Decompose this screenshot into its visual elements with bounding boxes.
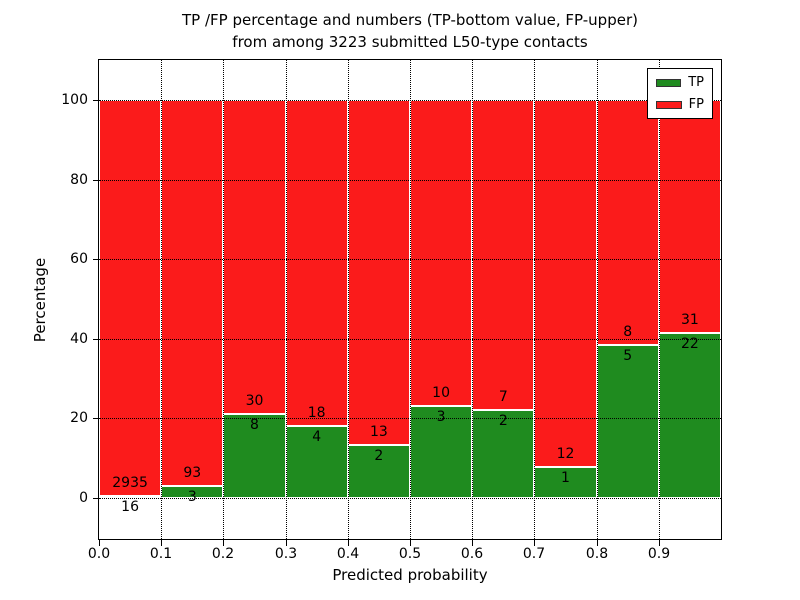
tp-count-label: 3 — [436, 409, 446, 426]
y-tick-label: 100 — [61, 92, 88, 108]
y-tick-mark — [93, 100, 99, 101]
tp-bar-segment — [659, 332, 721, 498]
fp-bar-segment — [348, 100, 410, 445]
fp-count-label: 2935 — [112, 474, 148, 491]
legend-item-fp: FP — [656, 98, 704, 111]
fp-bar-segment — [597, 100, 659, 345]
y-tick-label: 80 — [70, 171, 88, 188]
fp-bar-segment — [659, 100, 721, 333]
tp-count-label: 2 — [374, 447, 384, 464]
x-tick-label: 0.0 — [87, 546, 111, 562]
x-tick-mark — [410, 540, 411, 546]
tp-count-label: 2 — [498, 412, 508, 429]
fp-bar-segment — [472, 100, 534, 410]
vertical-gridline — [659, 60, 660, 539]
x-tick-mark — [348, 540, 349, 546]
fp-count-label: 10 — [432, 385, 451, 402]
chart-title: TP /FP percentage and numbers (TP-bottom… — [99, 9, 721, 53]
tp-bar-segment — [348, 444, 410, 498]
x-tick-mark — [99, 540, 100, 546]
y-axis-label: Percentage — [31, 257, 49, 343]
chart-title-line2: from among 3223 submitted L50-type conta… — [232, 33, 588, 51]
vertical-gridline — [286, 60, 287, 539]
tp-bar-segment — [534, 467, 597, 498]
x-tick-label: 0.7 — [522, 546, 546, 562]
tp-bar-segment — [410, 406, 472, 498]
tp-count-label: 4 — [312, 428, 322, 445]
fp-bar-segment — [534, 100, 597, 468]
tp-bar-segment — [597, 344, 659, 498]
x-tick-label: 0.9 — [647, 546, 671, 562]
legend-item-tp: TP — [656, 76, 704, 89]
x-tick-label: 0.6 — [460, 546, 484, 562]
y-tick-label: 60 — [70, 251, 88, 268]
fp-bar-segment — [161, 100, 223, 486]
plot-area: 2935 16 93 3 30 8 18 4 13 2 10 3 7 2 12 1 8 5 31 22 — [98, 59, 722, 540]
legend-label-fp: FP — [688, 97, 704, 112]
vertical-gridline — [597, 60, 598, 539]
x-tick-label: 0.1 — [149, 546, 173, 562]
fp-count-label: 13 — [369, 423, 388, 440]
fp-count-label: 8 — [623, 323, 633, 340]
x-tick-mark — [659, 540, 660, 546]
tp-count-label: 5 — [623, 347, 633, 364]
vertical-gridline — [348, 60, 349, 539]
x-tick-mark — [286, 540, 287, 546]
fp-count-label: 7 — [498, 388, 508, 405]
fp-bar-segment — [286, 100, 348, 426]
fp-count-label: 18 — [307, 404, 326, 421]
vertical-gridline — [410, 60, 411, 539]
x-tick-mark — [472, 540, 473, 546]
tp-bar-segment — [472, 409, 534, 498]
x-tick-mark — [161, 540, 162, 546]
tp-count-label: 3 — [187, 488, 197, 505]
legend: TP FP — [647, 68, 713, 119]
x-tick-label: 0.3 — [274, 546, 298, 562]
fp-count-label: 12 — [556, 446, 575, 463]
x-tick-mark — [534, 540, 535, 546]
fp-bar-segment — [99, 100, 161, 496]
y-tick-mark — [93, 338, 99, 340]
tp-count-label: 1 — [561, 470, 570, 487]
x-tick-label: 0.4 — [336, 546, 360, 562]
tp-bar-segment — [99, 495, 161, 498]
tp-count-label: 22 — [680, 335, 699, 352]
x-tick-label: 0.5 — [398, 546, 422, 562]
y-tick-label: 40 — [70, 330, 88, 347]
fp-count-label: 93 — [183, 464, 202, 481]
y-tick-mark — [93, 418, 99, 420]
legend-label-tp: TP — [688, 75, 704, 90]
chart-title-line1: TP /FP percentage and numbers (TP-bottom… — [182, 11, 638, 29]
fp-count-label: 31 — [680, 311, 699, 328]
y-tick-mark — [93, 498, 99, 499]
y-tick-mark — [93, 259, 99, 261]
vertical-gridline — [472, 60, 473, 539]
y-tick-label: 20 — [70, 410, 88, 427]
vertical-gridline — [223, 60, 224, 539]
fp-bar-segment — [223, 100, 286, 415]
vertical-gridline — [534, 60, 535, 539]
x-tick-label: 0.8 — [585, 546, 609, 562]
y-tick-mark — [93, 179, 99, 181]
vertical-gridline — [161, 60, 162, 539]
legend-swatch-fp-icon — [656, 100, 682, 109]
y-tick-label: 0 — [79, 490, 88, 506]
x-tick-label: 0.2 — [211, 546, 235, 562]
fp-bar-segment — [410, 100, 472, 407]
tp-count-label: 16 — [121, 498, 140, 515]
tp-count-label: 8 — [250, 417, 259, 434]
x-tick-mark — [597, 540, 598, 546]
legend-swatch-tp-icon — [656, 78, 682, 87]
fp-count-label: 30 — [245, 393, 264, 410]
x-axis-label: Predicted probability — [332, 566, 488, 584]
x-tick-mark — [223, 540, 224, 546]
